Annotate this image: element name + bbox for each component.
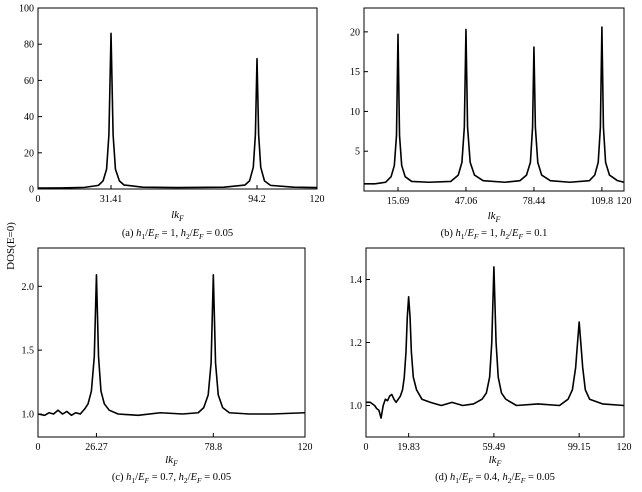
dos-curve [37, 32, 318, 189]
x-tick-label: 78.44 [523, 196, 546, 207]
x-tick-label: 15.69 [387, 196, 410, 207]
y-tick-label: 20 [350, 27, 360, 38]
panel-c: 0 26.27 78.8 120 1.0 1.5 2.0 lkF (c) h1​/EF​ = 0… [22, 247, 313, 485]
panel-caption: (d) h1​/EF​ = 0.4, h2​/EF​ = 0.05 [435, 472, 555, 485]
x-tick-label: 120 [617, 442, 632, 453]
x-axis-label: lkF [488, 210, 501, 224]
panel-a: 0 31.41 94.2 120 0 20 40 60 80 100 lkF (a) h1​/EF​ … [19, 4, 325, 242]
y-tick-label: 0 [29, 185, 34, 196]
plot-frame [37, 7, 318, 190]
plot-frame [365, 247, 625, 438]
x-tick-label: 0 [36, 194, 41, 205]
x-tick-label: 0 [364, 442, 369, 453]
panel-caption: (b) h1​/EF​ = 1, h2​/EF​ = 0.1 [441, 228, 548, 241]
y-tick-label: 1.4 [350, 275, 363, 286]
y-tick-label: 1.5 [22, 346, 35, 357]
y-tick-label: 60 [24, 76, 34, 87]
y-tick-label: 40 [24, 112, 34, 123]
x-tick-label: 99.15 [568, 442, 591, 453]
y-tick-label: 5 [355, 147, 360, 158]
x-tick-label: 59.49 [483, 442, 506, 453]
panel-d: 0 19.83 59.49 99.15 120 1.0 1.2 1.4 lkF (d) h1​/E… [350, 247, 632, 485]
panel-caption: (c) h1​/EF​ = 0.7, h2​/EF​ = 0.05 [112, 472, 231, 485]
x-axis-label: lkF [165, 454, 178, 468]
dos-curve [37, 274, 306, 417]
x-tick-label: 94.2 [248, 194, 266, 205]
dos-curve [364, 26, 625, 185]
shared-y-axis-label: DOS(E=0) [5, 222, 17, 270]
dos-curve [366, 266, 625, 419]
y-tick-label: 80 [24, 40, 34, 51]
x-tick-label: 120 [298, 442, 313, 453]
y-tick-label: 1.0 [22, 410, 35, 421]
x-axis-label: lkF [171, 209, 184, 223]
x-tick-label: 26.27 [85, 442, 108, 453]
y-tick-label: 10 [350, 107, 360, 118]
y-tick-label: 2.0 [22, 282, 35, 293]
x-tick-label: 31.41 [100, 194, 123, 205]
x-tick-label: 0 [36, 442, 41, 453]
x-tick-label: 120 [310, 194, 325, 205]
y-tick-label: 15 [350, 67, 360, 78]
x-tick-label: 109.8 [591, 196, 614, 207]
y-tick-label: 1.2 [350, 338, 363, 349]
y-tick-label: 1.0 [350, 401, 363, 412]
x-tick-label: 120 [617, 196, 632, 207]
plot-frame [363, 7, 625, 192]
x-tick-label: 78.8 [205, 442, 223, 453]
panel-caption: (a) h1​/EF​ = 1, h2​/EF​ = 0.05 [122, 228, 233, 241]
x-tick-label: 47.06 [455, 196, 478, 207]
plot-frame [37, 247, 306, 438]
y-tick-label: 20 [24, 148, 34, 159]
y-tick-label: 100 [19, 4, 34, 15]
x-axis-label: lkF [489, 454, 502, 468]
x-tick-label: 19.83 [397, 442, 420, 453]
